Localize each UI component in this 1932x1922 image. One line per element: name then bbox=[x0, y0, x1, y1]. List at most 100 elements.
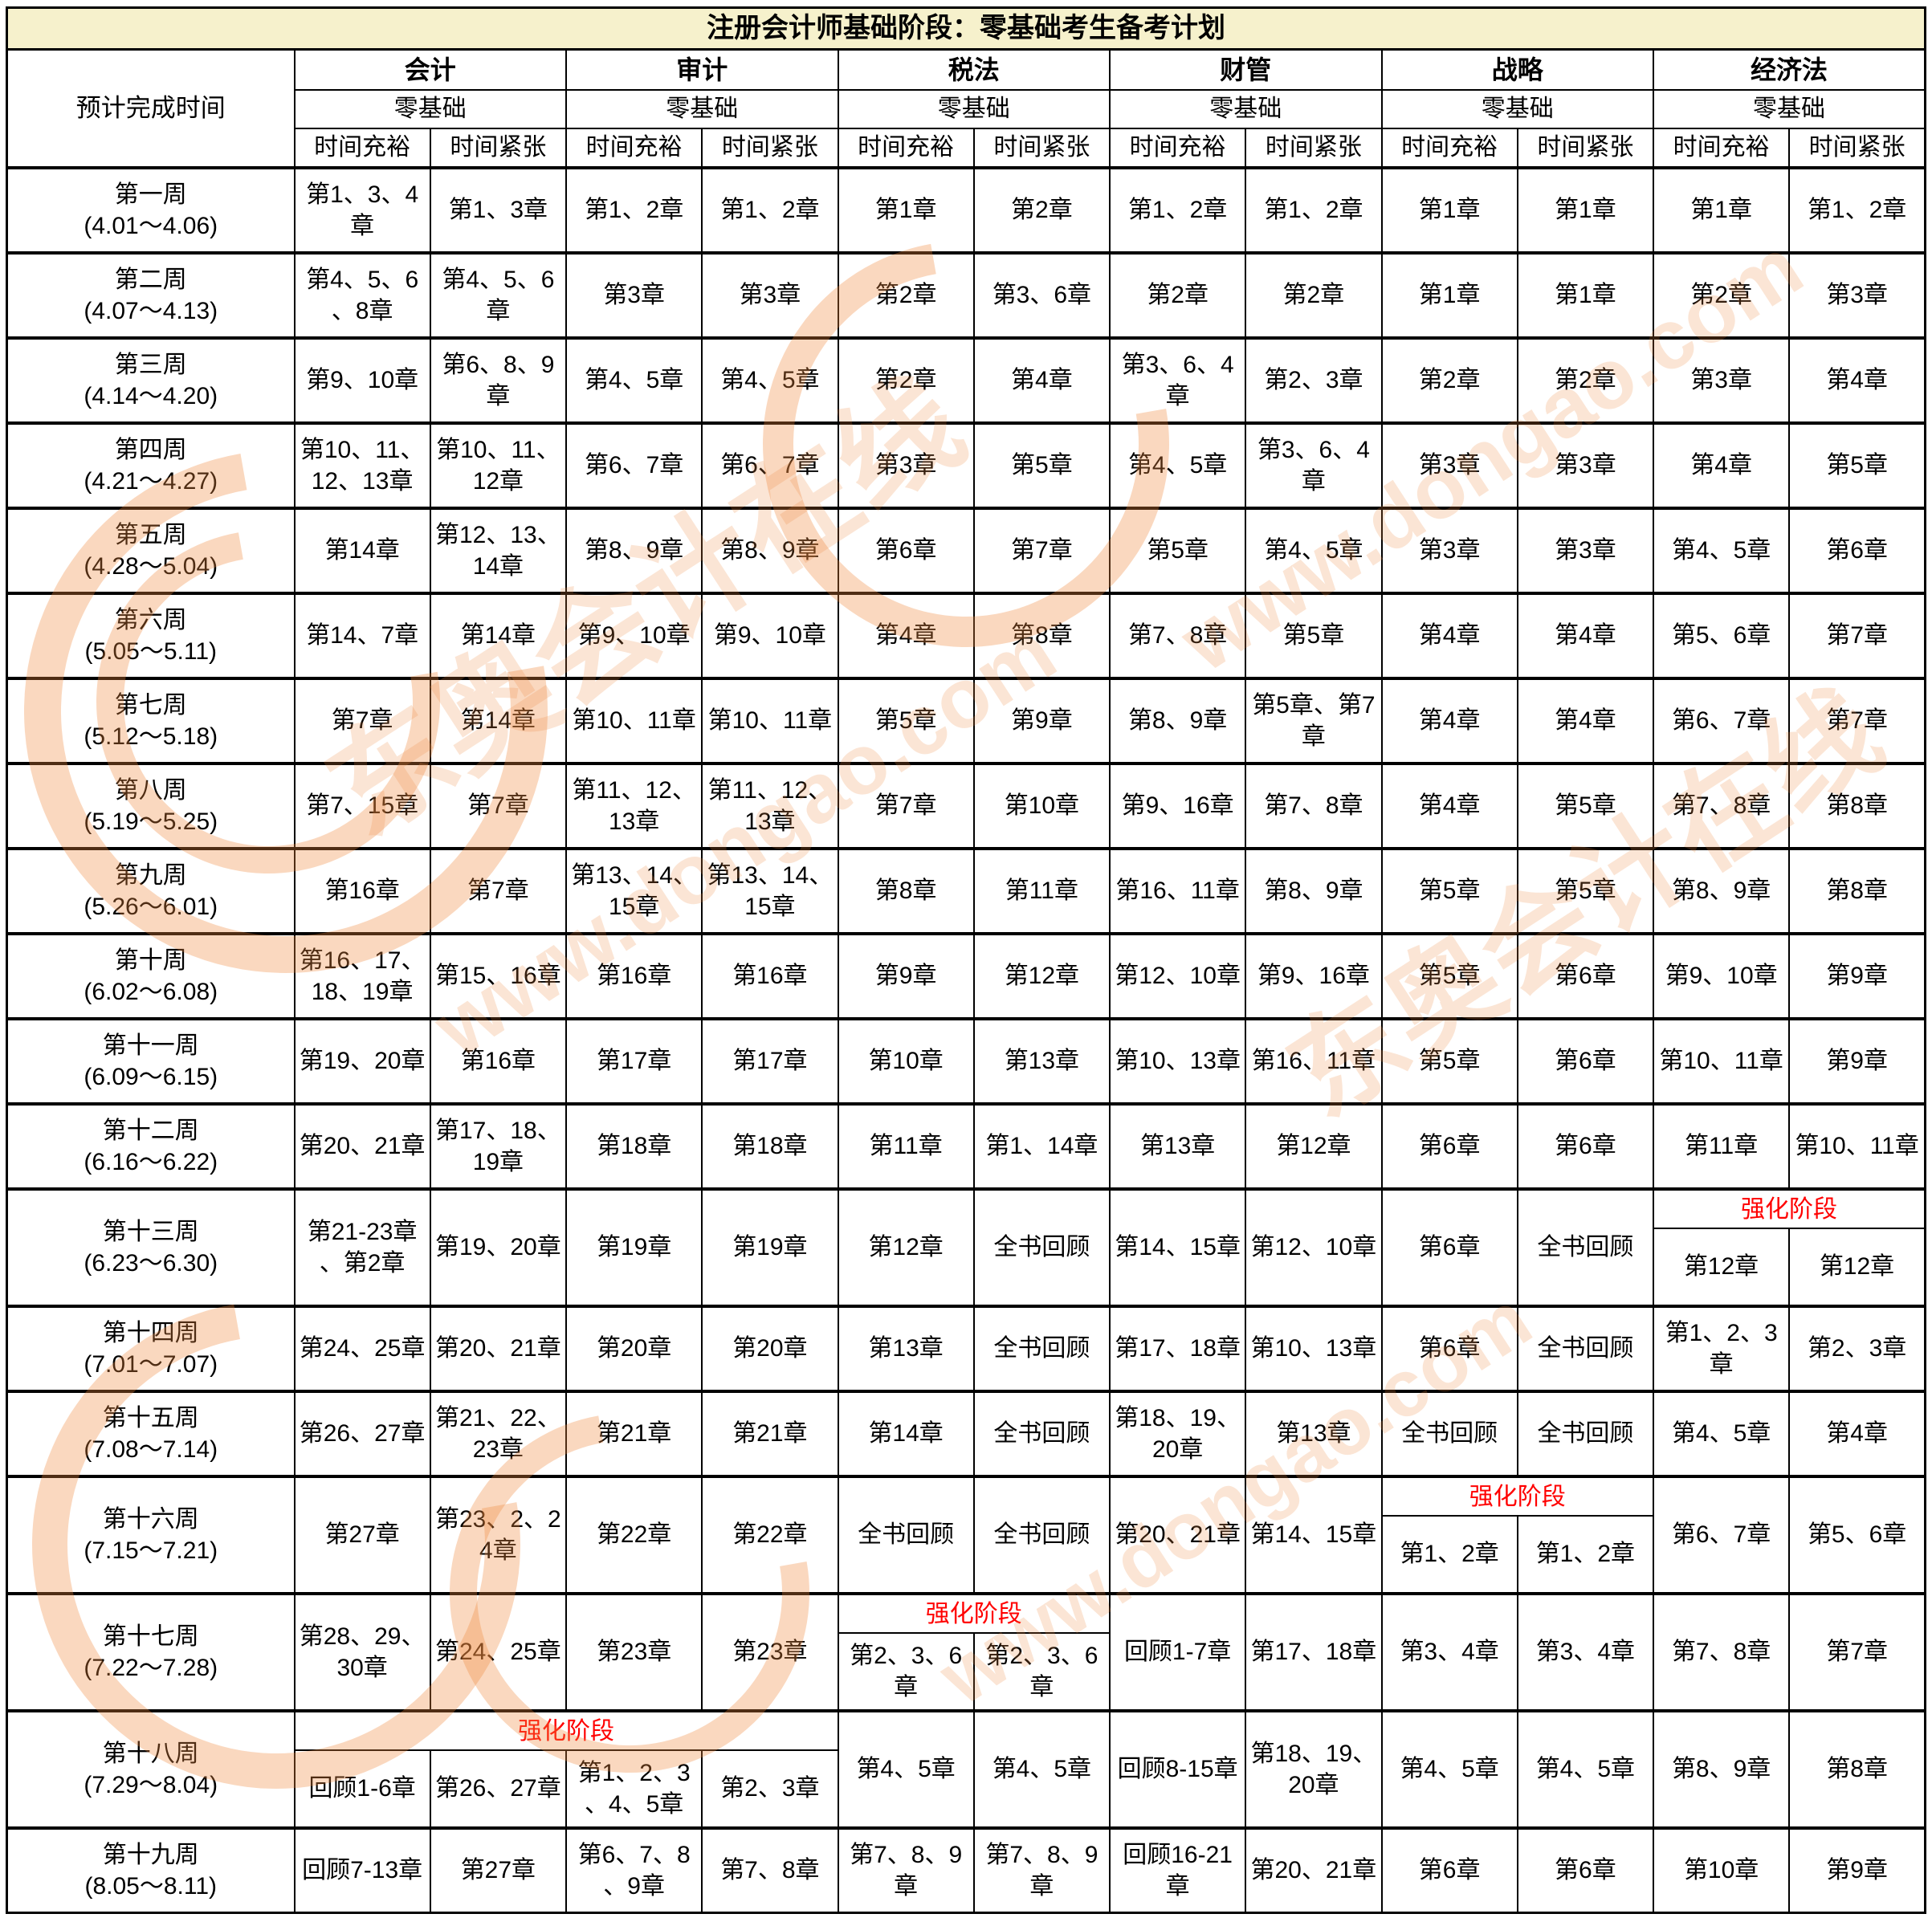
plan-cell-econlaw-ample: 第7、8章 bbox=[1652, 1592, 1791, 1712]
plan-cell-accounting-ample: 第4、5、6、8章 bbox=[293, 251, 431, 340]
level-header: 零基础 bbox=[565, 89, 839, 130]
plan-cell-finmgmt-ample: 第14、15章 bbox=[1108, 1187, 1247, 1308]
plan-cell-strategy-tight: 第3、4章 bbox=[1516, 1592, 1655, 1712]
plan-cell-accounting-ample: 第28、29、30章 bbox=[293, 1592, 431, 1712]
week-name: 第十六周 bbox=[102, 1505, 199, 1533]
plan-cell-audit-tight: 第17章 bbox=[701, 1017, 839, 1106]
plan-cell-accounting-tight: 第7章 bbox=[429, 847, 568, 935]
subject-header-finmgmt: 财管 bbox=[1109, 48, 1383, 92]
plan-cell-audit-ample: 第4、5章 bbox=[565, 336, 703, 425]
plan-cell-tax-tight: 第4章 bbox=[972, 336, 1111, 425]
plan-cell-audit-ample: 第1、2章 bbox=[565, 166, 703, 255]
plan-cell-econlaw-ample: 第1章 bbox=[1652, 166, 1791, 255]
week-dates: (6.16～6.22) bbox=[84, 1149, 218, 1176]
phase-subrow: 回顾1-6章 第26、27章 第1、2、3、4、5章 第2、3章 bbox=[296, 1751, 838, 1827]
plan-cell-econlaw-tight: 第2、3章 bbox=[1788, 1305, 1926, 1393]
plan-cell-finmgmt-ample: 回顾16-21章 bbox=[1108, 1826, 1247, 1914]
subject-header-tax: 税法 bbox=[837, 48, 1111, 92]
plan-cell-accounting-ample: 回顾7-13章 bbox=[293, 1826, 431, 1914]
plan-cell-strategy-tight: 第6章 bbox=[1516, 1102, 1655, 1191]
plan-cell-tax-tight: 第10章 bbox=[972, 762, 1111, 850]
plan-cell-accounting-ample: 第9、10章 bbox=[293, 336, 431, 425]
plan-cell-audit-tight: 第4、5章 bbox=[701, 336, 839, 425]
week-name: 第三周 bbox=[114, 351, 187, 378]
plan-cell-tax-tight: 第1、14章 bbox=[972, 1102, 1111, 1191]
plan-cell-tax-ample: 第2、3、6章 bbox=[850, 1642, 963, 1701]
plan-cell-accounting-ample: 第10、11、12、13章 bbox=[293, 421, 431, 510]
plan-cell-finmgmt-ample: 第9、16章 bbox=[1108, 762, 1247, 850]
week-dates: (7.29～8.04) bbox=[84, 1772, 218, 1799]
plan-cell-strategy-tight: 第4章 bbox=[1516, 677, 1655, 765]
week-label-cell: 第十七周 (7.22～7.28) bbox=[6, 1592, 296, 1712]
week-row-19: 第十九周 (8.05～8.11) 回顾7-13章 第27章 第6、7、8、9章 第7、8章… bbox=[6, 1826, 1926, 1914]
week-label-cell: 第二周 (4.07～4.13) bbox=[6, 251, 296, 340]
week-row-16: 第十六周 (7.15～7.21) 第27章 第23、2、24章 第22章 第22章 全书回顾… bbox=[6, 1475, 1926, 1595]
plan-cell-finmgmt-ample: 第20、21章 bbox=[1108, 1475, 1247, 1595]
week-row-9: 第九周 (5.26～6.01) 第16章 第7章 第13、14、15章 第13、14、15… bbox=[6, 847, 1926, 935]
plan-cell-accounting-tight: 第21、22、23章 bbox=[429, 1390, 568, 1478]
plan-cell-finmgmt-ample: 第1、2章 bbox=[1108, 166, 1247, 255]
plan-cell-econlaw-tight: 第4章 bbox=[1788, 336, 1926, 425]
plan-cell-tax-ample: 第13章 bbox=[837, 1305, 975, 1393]
plan-cell-tax-ample: 第4、5章 bbox=[837, 1709, 975, 1830]
plan-cell-tax-tight: 第5章 bbox=[972, 421, 1111, 510]
plan-cell-audit-ample: 第17章 bbox=[565, 1017, 703, 1106]
plan-cell-econlaw-tight: 第9章 bbox=[1788, 1017, 1926, 1106]
week-dates: (4.07～4.13) bbox=[84, 298, 218, 325]
level-header: 零基础 bbox=[1109, 89, 1383, 130]
week-dates: (7.08～7.14) bbox=[84, 1436, 218, 1464]
plan-cell-audit-tight: 第22章 bbox=[701, 1475, 839, 1595]
plan-cell-strategy-ample: 第4章 bbox=[1380, 762, 1518, 850]
week-dates: (6.09～6.15) bbox=[84, 1064, 218, 1091]
plan-cell-finmgmt-tight: 第1、2章 bbox=[1245, 166, 1383, 255]
plan-cell-finmgmt-ample: 第8、9章 bbox=[1108, 677, 1247, 765]
plan-cell-finmgmt-tight: 第12章 bbox=[1245, 1102, 1383, 1191]
plan-cell-strategy-tight: 第5章 bbox=[1516, 762, 1655, 850]
week-name: 第十周 bbox=[114, 947, 187, 974]
week-row-14: 第十四周 (7.01～7.07) 第24、25章 第20、21章 第20章 第20章 第13… bbox=[6, 1305, 1926, 1393]
plan-cell-audit-tight: 第19章 bbox=[701, 1187, 839, 1308]
week-name: 第十一周 bbox=[102, 1032, 199, 1059]
level-header: 零基础 bbox=[293, 89, 567, 130]
plan-cell-audit-ample: 第11、12、13章 bbox=[565, 762, 703, 850]
plan-cell-econlaw-tight: 第9章 bbox=[1788, 1826, 1926, 1914]
plan-cell-econlaw-ample: 第8、9章 bbox=[1652, 1709, 1791, 1830]
plan-cell-strategy-ample: 第3章 bbox=[1380, 421, 1518, 510]
plan-cell-econlaw-ample: 第12章 bbox=[1683, 1253, 1759, 1281]
plan-cell-audit-tight: 第18章 bbox=[701, 1102, 839, 1191]
plan-cell-strategy-tight: 第6章 bbox=[1516, 932, 1655, 1020]
pace-header-ample: 时间充裕 bbox=[293, 128, 431, 169]
plan-cell-econlaw-tight: 第8章 bbox=[1788, 762, 1926, 850]
plan-cell-tax-ample: 第6章 bbox=[837, 507, 975, 595]
week-row-8: 第八周 (5.19～5.25) 第7、15章 第7章 第11、12、13章 第11、12、… bbox=[6, 762, 1926, 850]
plan-cell-accounting-ample: 回顾1-6章 bbox=[308, 1775, 416, 1802]
plan-cell-strategy-tight: 第2章 bbox=[1516, 336, 1655, 425]
plan-cell-strategy-tight: 第1章 bbox=[1516, 166, 1655, 255]
plan-cell-tax-ample: 第11章 bbox=[837, 1102, 975, 1191]
phase-merge-cell: 强化阶段 第2、3、6章 第2、3、6章 bbox=[837, 1592, 1111, 1712]
plan-cell-strategy-tight: 第4、5章 bbox=[1516, 1709, 1655, 1830]
plan-cell-audit-tight: 第16章 bbox=[701, 932, 839, 1020]
plan-cell-strategy-ample: 第6章 bbox=[1380, 1102, 1518, 1191]
week-dates: (5.05～5.11) bbox=[84, 638, 218, 666]
pace-header-tight: 时间紧张 bbox=[1516, 128, 1655, 169]
plan-cell-tax-tight: 第3、6章 bbox=[972, 251, 1111, 340]
pace-header-ample: 时间充裕 bbox=[1108, 128, 1247, 169]
subject-header-accounting: 会计 bbox=[293, 48, 567, 92]
plan-cell-strategy-tight: 全书回顾 bbox=[1516, 1187, 1655, 1308]
plan-cell-econlaw-ample: 第4章 bbox=[1652, 421, 1791, 510]
plan-cell-econlaw-tight: 第9章 bbox=[1788, 932, 1926, 1020]
plan-cell-econlaw-ample: 第8、9章 bbox=[1652, 847, 1791, 935]
plan-cell-accounting-ample: 第24、25章 bbox=[293, 1305, 431, 1393]
plan-cell-finmgmt-tight: 第9、16章 bbox=[1245, 932, 1383, 1020]
plan-cell-strategy-ample: 第5章 bbox=[1380, 1017, 1518, 1106]
plan-cell-econlaw-tight: 第7章 bbox=[1788, 1592, 1926, 1712]
plan-cell-accounting-tight: 第23、2、24章 bbox=[429, 1475, 568, 1595]
plan-cell-econlaw-ample: 第1、2、3章 bbox=[1652, 1305, 1791, 1393]
week-row-5: 第五周 (4.28～5.04) 第14章 第12、13、14章 第8、9章 第8、9章 第6… bbox=[6, 507, 1926, 595]
plan-cell-accounting-ample: 第16、17、18、19章 bbox=[293, 932, 431, 1020]
plan-cell-econlaw-ample: 第10、11章 bbox=[1652, 1017, 1791, 1106]
plan-cell-finmgmt-tight: 第12、10章 bbox=[1245, 1187, 1383, 1308]
plan-cell-accounting-tight: 第10、11、12章 bbox=[429, 421, 568, 510]
week-row-4: 第四周 (4.21～4.27) 第10、11、12、13章 第10、11、12章 第6、… bbox=[6, 421, 1926, 510]
